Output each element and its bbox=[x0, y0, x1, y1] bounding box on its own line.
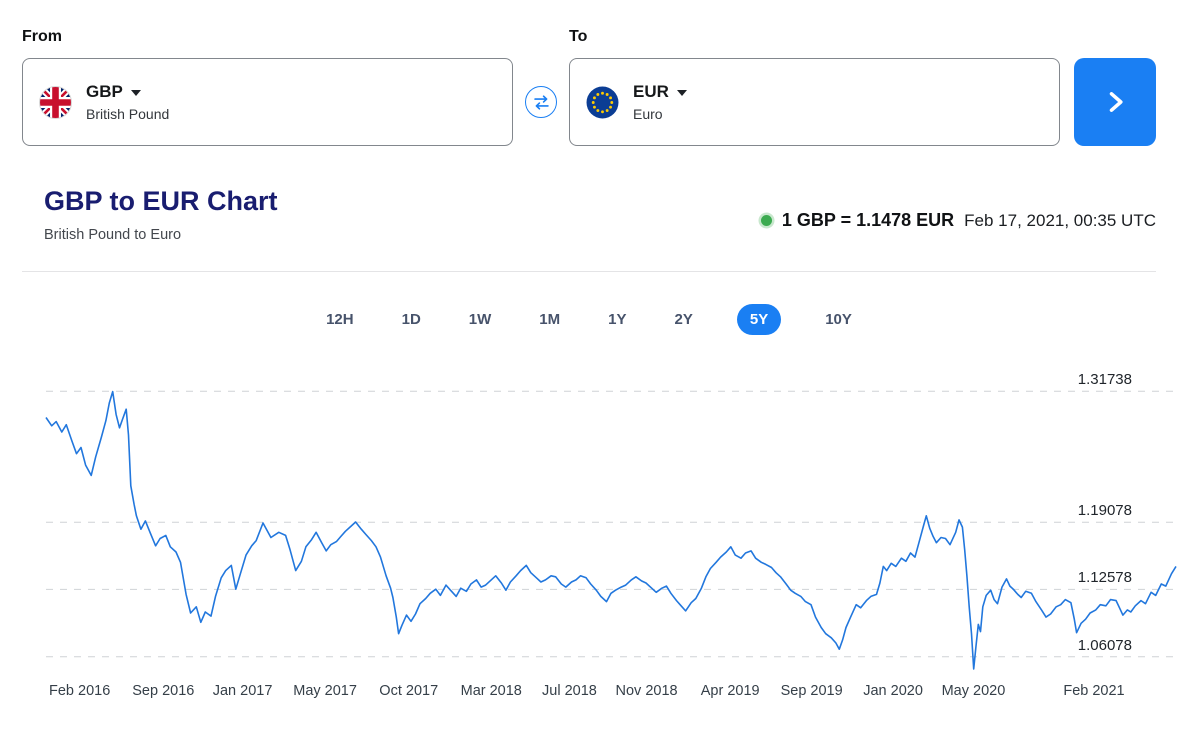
y-axis-label: 1.12578 bbox=[1077, 569, 1132, 587]
x-axis-label: May 2017 bbox=[293, 683, 357, 699]
rate-timestamp: Feb 17, 2021, 00:35 UTC bbox=[964, 210, 1156, 230]
x-axis-label: Feb 2021 bbox=[1063, 683, 1125, 699]
chevron-down-icon bbox=[676, 89, 687, 96]
to-currency-selector[interactable]: EUR Euro bbox=[569, 58, 1060, 146]
swap-wrap bbox=[513, 58, 569, 146]
y-axis-label: 1.19078 bbox=[1077, 502, 1132, 520]
currency-converter: From GBP bbox=[22, 28, 1156, 146]
current-rate: 1 GBP = 1.1478 EUR bbox=[781, 210, 955, 230]
x-axis-label: Sep 2016 bbox=[132, 683, 195, 699]
range-tab-5y[interactable]: 5Y bbox=[736, 304, 782, 335]
gbp-flag-icon bbox=[39, 85, 72, 119]
x-axis-label: Nov 2018 bbox=[615, 683, 678, 699]
chart-title-block: GBP to EUR Chart British Pound to Euro bbox=[44, 186, 278, 243]
range-tab-1w[interactable]: 1W bbox=[465, 305, 496, 334]
time-range-tabs: 12H 1D 1W 1M 1Y 2Y 5Y 10Y bbox=[22, 304, 1156, 335]
x-axis-label: Oct 2017 bbox=[379, 683, 439, 699]
chart-canvas bbox=[45, 390, 1177, 670]
x-axis-label: Jan 2020 bbox=[863, 683, 923, 699]
chart-header: GBP to EUR Chart British Pound to Euro 1… bbox=[22, 146, 1156, 243]
rate-line-chart[interactable]: 1.31738 1.19078 1.12578 1.06078 bbox=[45, 371, 1177, 673]
range-tab-2y[interactable]: 2Y bbox=[671, 305, 697, 334]
live-indicator-icon bbox=[760, 215, 772, 226]
y-axis-label: 1.31738 bbox=[1077, 371, 1132, 389]
to-currency-text: EUR Euro bbox=[633, 82, 687, 122]
swap-arrows-icon bbox=[533, 94, 549, 110]
swap-currencies-button[interactable] bbox=[525, 86, 557, 118]
x-axis-label: Sep 2019 bbox=[780, 683, 843, 699]
x-axis-label: Mar 2018 bbox=[460, 683, 522, 699]
chevron-right-icon bbox=[1109, 92, 1123, 112]
page-title: GBP to EUR Chart bbox=[44, 186, 278, 216]
x-axis-label: Feb 2016 bbox=[49, 683, 111, 699]
live-rate-row: 1 GBP = 1.1478 EUR Feb 17, 2021, 00:35 U… bbox=[760, 210, 1156, 231]
from-label: From bbox=[22, 28, 62, 45]
chevron-down-icon bbox=[130, 89, 141, 96]
x-axis-label: May 2020 bbox=[941, 683, 1006, 699]
convert-button[interactable] bbox=[1074, 58, 1156, 146]
range-tab-1d[interactable]: 1D bbox=[398, 305, 425, 334]
range-tab-1m[interactable]: 1M bbox=[535, 305, 564, 334]
from-currency-selector[interactable]: GBP British Pound bbox=[22, 58, 513, 146]
from-currency-text: GBP British Pound bbox=[86, 82, 169, 122]
eur-flag-icon bbox=[586, 86, 619, 118]
range-tab-12h[interactable]: 12H bbox=[322, 305, 358, 334]
x-axis-label: Apr 2019 bbox=[700, 683, 760, 699]
range-tab-1y[interactable]: 1Y bbox=[604, 305, 630, 334]
x-axis-label: Jul 2018 bbox=[542, 683, 597, 699]
y-axis-label: 1.06078 bbox=[1077, 636, 1132, 654]
range-tab-10y[interactable]: 10Y bbox=[821, 305, 856, 334]
to-label: To bbox=[569, 28, 588, 45]
to-field: To EUR bbox=[569, 28, 1060, 146]
to-currency-code: EUR bbox=[633, 81, 669, 101]
from-field: From GBP bbox=[22, 28, 513, 146]
from-currency-name: British Pound bbox=[86, 106, 170, 123]
from-currency-code: GBP bbox=[86, 81, 123, 101]
page-subtitle: British Pound to Euro bbox=[44, 227, 182, 243]
x-axis-label: Jan 2017 bbox=[212, 683, 273, 699]
divider bbox=[22, 271, 1156, 272]
to-currency-name: Euro bbox=[633, 106, 663, 123]
x-axis-labels: Feb 2016 Sep 2016 Jan 2017 May 2017 Oct 2017… bbox=[46, 683, 1132, 709]
